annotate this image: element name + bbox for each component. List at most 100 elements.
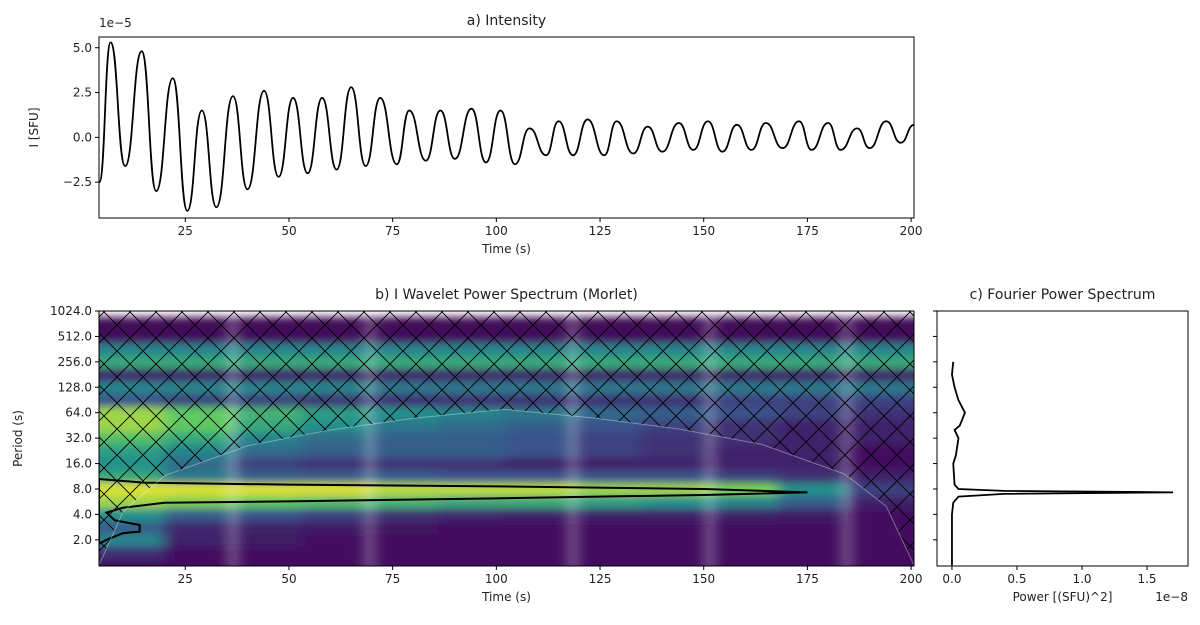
x-tick-label: 50 — [281, 572, 296, 586]
y-tick-label: 64.0 — [65, 406, 92, 420]
power-cell — [437, 520, 506, 534]
x-tick-label: 25 — [178, 224, 193, 238]
power-cell — [574, 431, 643, 445]
power-cell — [848, 520, 914, 534]
power-cell — [371, 469, 439, 484]
power-cell — [504, 520, 572, 534]
power-cell — [641, 431, 709, 445]
y-tick-label: 512.0 — [58, 329, 92, 343]
power-cell — [504, 444, 572, 458]
x-tick-label: 175 — [796, 572, 819, 586]
power-cell — [574, 494, 643, 509]
y-tick-label: 2.0 — [73, 533, 92, 547]
x-tick-label: 75 — [385, 224, 400, 238]
power-cell — [300, 431, 369, 445]
power-cell — [848, 545, 914, 560]
power-cell — [164, 558, 232, 566]
x-tick-label: 1.0 — [1072, 572, 1091, 586]
x-tick-label: 25 — [178, 572, 193, 586]
power-cell — [164, 520, 232, 534]
power-cell — [371, 482, 439, 496]
power-cell — [99, 558, 166, 566]
power-cell — [371, 456, 439, 471]
power-cell — [301, 284, 368, 298]
power-cell — [641, 444, 709, 458]
power-cell — [437, 444, 506, 458]
power-cell — [164, 532, 232, 547]
power-cell — [371, 520, 439, 534]
power-cell — [234, 532, 302, 547]
power-cell — [371, 507, 439, 522]
power-cell — [437, 431, 506, 445]
power-cell — [300, 456, 369, 471]
power-cell — [777, 469, 846, 484]
significance-contour — [99, 478, 808, 545]
power-cell — [504, 431, 572, 445]
axes-frame — [936, 310, 1189, 567]
power-cell — [711, 494, 779, 509]
power-cell — [164, 469, 232, 484]
power-cell — [711, 456, 779, 471]
power-cell — [234, 558, 302, 566]
power-cell — [164, 482, 232, 496]
cone-of-influence — [99, 311, 914, 566]
power-cell — [371, 558, 439, 566]
power-cell — [371, 532, 439, 547]
x-tick-label: 125 — [589, 224, 612, 238]
x-axis-label: Time (s) — [481, 590, 531, 604]
power-cell — [711, 532, 779, 547]
x-axis-label: Time (s) — [481, 242, 531, 256]
x-tick-label: 150 — [692, 572, 715, 586]
power-cell — [504, 507, 572, 522]
power-cell — [300, 469, 369, 484]
y-tick-label: 1024.0 — [50, 304, 92, 318]
power-cell — [300, 507, 369, 522]
power-cell — [371, 444, 439, 458]
power-cell — [641, 532, 709, 547]
y-tick-label: −2.5 — [63, 175, 92, 189]
power-cell — [300, 532, 369, 547]
power-cell — [574, 532, 643, 547]
y-tick-label: 2.5 — [73, 86, 92, 100]
power-cell — [641, 545, 709, 560]
x-tick-label: 175 — [796, 224, 819, 238]
power-cell — [777, 520, 846, 534]
x-tick-label: 200 — [900, 224, 923, 238]
y-tick-label: 5.0 — [73, 41, 92, 55]
x-tick-label: 0.0 — [942, 572, 961, 586]
power-cell — [234, 520, 302, 534]
power-cell — [234, 545, 302, 560]
power-cell — [777, 494, 846, 509]
power-cell — [848, 558, 914, 566]
power-cell — [300, 558, 369, 566]
power-cell — [848, 494, 914, 509]
x-tick-label: 75 — [385, 572, 400, 586]
y-tick-label: 0.0 — [73, 130, 92, 144]
power-cell — [437, 494, 506, 509]
power-cell — [574, 456, 643, 471]
power-cell — [371, 418, 439, 433]
power-cell — [848, 507, 914, 522]
power-cell — [641, 507, 709, 522]
x-tick-label: 50 — [281, 224, 296, 238]
power-cell — [641, 456, 709, 471]
power-cell — [437, 418, 506, 433]
panel-title: c) Fourier Power Spectrum — [970, 287, 1156, 303]
power-cell — [234, 469, 302, 484]
panel-title: b) I Wavelet Power Spectrum (Morlet) — [375, 287, 638, 303]
power-cell — [437, 545, 506, 560]
power-cell — [234, 507, 302, 522]
scale-label: 1e−8 — [1155, 590, 1188, 604]
power-cell — [504, 482, 572, 496]
x-tick-label: 200 — [900, 572, 923, 586]
x-tick-label: 1.5 — [1137, 572, 1156, 586]
power-cell — [711, 482, 779, 496]
power-cell — [574, 469, 643, 484]
power-cell — [235, 284, 302, 298]
power-cell — [300, 444, 369, 458]
power-cell — [234, 456, 302, 471]
power-cell — [574, 545, 643, 560]
power-cell — [711, 507, 779, 522]
power-cell — [641, 558, 709, 566]
